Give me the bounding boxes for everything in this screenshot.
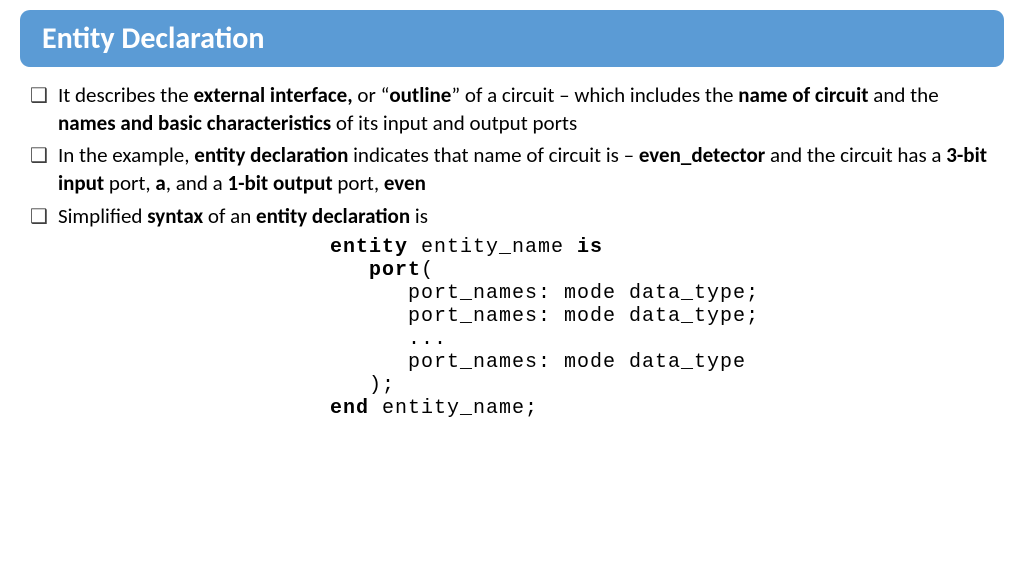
slide: Entity Declaration ❑ It describes the ext… <box>0 0 1024 576</box>
bullet-text: In the example, entity declaration indic… <box>58 141 994 197</box>
slide-title: Entity Declaration <box>42 20 264 57</box>
bullet-item: ❑ In the example, entity declaration indi… <box>30 141 994 197</box>
bullet-marker-icon: ❑ <box>30 204 48 231</box>
code-line: port_names: mode data_type; <box>330 282 1004 305</box>
bullet-text: Simplified syntax of an entity declarati… <box>58 202 994 230</box>
code-line: port_names: mode data_type; <box>330 305 1004 328</box>
bullet-text: It describes the external interface, or … <box>58 81 994 137</box>
bullet-item: ❑ Simplified syntax of an entity declarat… <box>30 202 994 230</box>
code-line: end entity_name; <box>330 397 1004 420</box>
code-line: port( <box>330 259 1004 282</box>
bullet-marker-icon: ❑ <box>30 143 48 170</box>
code-line: ... <box>330 328 1004 351</box>
bullet-item: ❑ It describes the external interface, or… <box>30 81 994 137</box>
bullet-list: ❑ It describes the external interface, or… <box>20 67 1004 230</box>
title-bar: Entity Declaration <box>20 10 1004 67</box>
code-line: port_names: mode data_type <box>330 351 1004 374</box>
code-line: ); <box>330 374 1004 397</box>
bullet-marker-icon: ❑ <box>30 83 48 110</box>
code-block: entity entity_name is port( port_names: … <box>330 236 1004 420</box>
code-line: entity entity_name is <box>330 236 1004 259</box>
